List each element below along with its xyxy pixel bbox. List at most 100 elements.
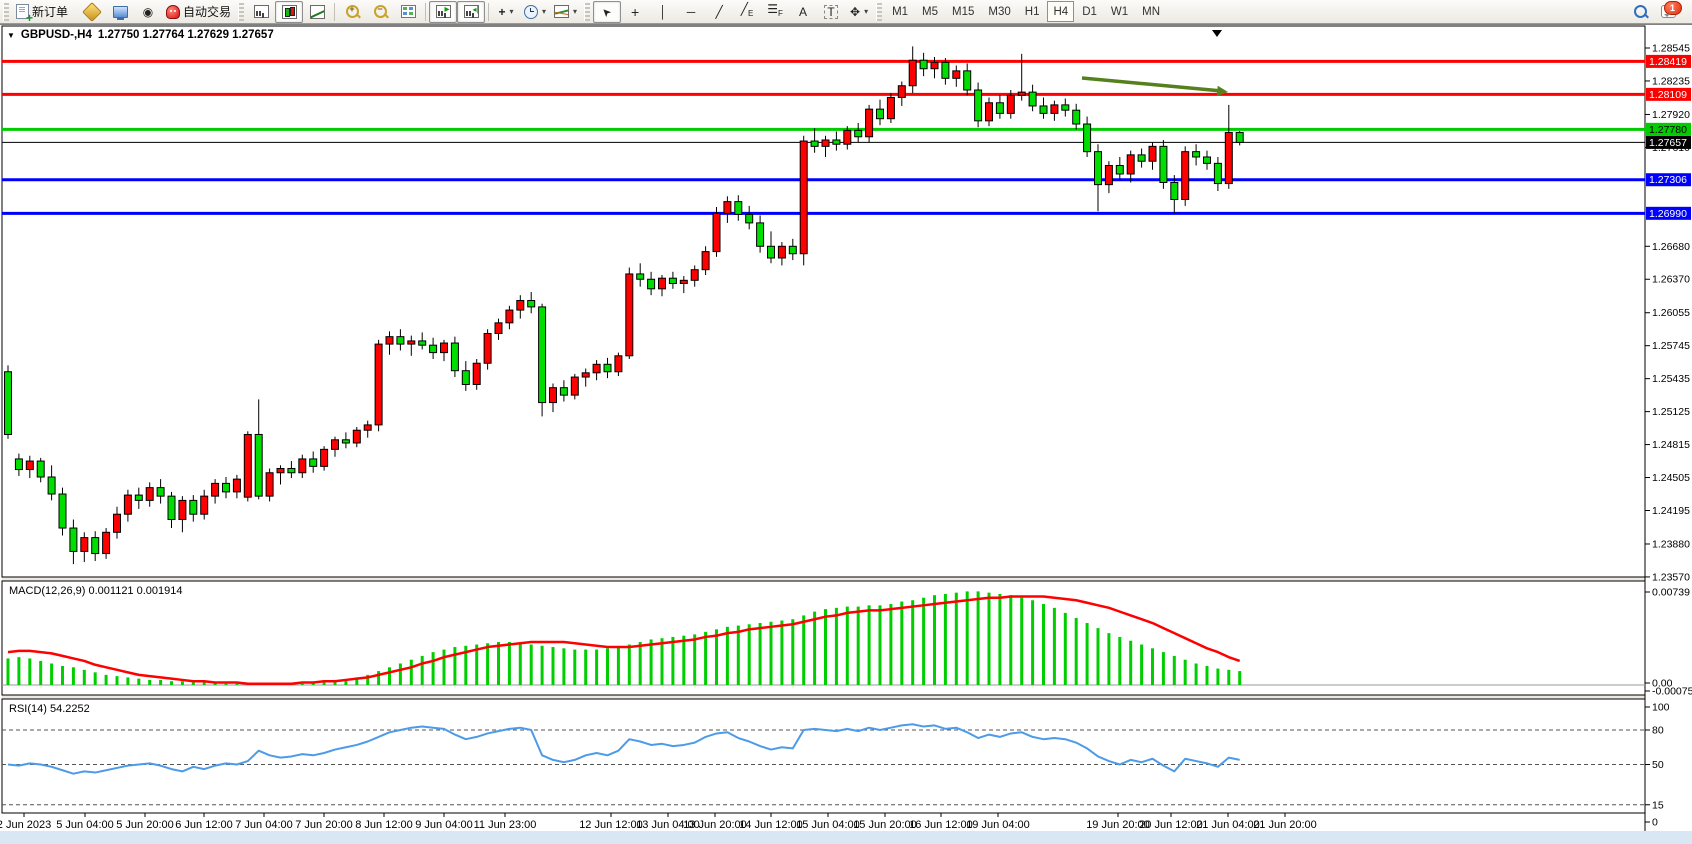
time-axis[interactable]: 2 Jun 2023 5 Jun 04:00 5 Jun 20:00 6 Jun 12… [0, 813, 1317, 831]
svg-text:15: 15 [1652, 799, 1664, 811]
indicators-button[interactable]: + ▾ [492, 1, 520, 23]
candlestick-series[interactable] [4, 46, 1244, 565]
chart-shift-marker[interactable] [1212, 30, 1222, 37]
tile-windows-button[interactable] [394, 1, 422, 23]
chart-shift-icon [463, 5, 479, 18]
mql-market-button[interactable] [78, 1, 106, 23]
macd-label: MACD(12,26,9) 0.001121 0.001914 [9, 585, 183, 597]
crosshair-button[interactable]: + [621, 1, 649, 23]
toolbar-grip[interactable] [876, 2, 883, 21]
text-icon: A [799, 4, 808, 19]
svg-text:13 Jun 20:00: 13 Jun 20:00 [683, 819, 747, 831]
vertical-line-button[interactable]: │ [649, 1, 677, 23]
chart-ohlc-values: 1.27750 1.27764 1.27629 1.27657 [97, 29, 274, 41]
svg-text:1.26055: 1.26055 [1652, 307, 1690, 319]
svg-text:50: 50 [1652, 759, 1664, 771]
zoom-out-icon: − [373, 4, 387, 18]
text-label-icon: T [824, 4, 838, 19]
chart-expand-icon[interactable]: ▼ [7, 30, 15, 40]
equidistant-channel-button[interactable]: ╱ [733, 1, 761, 23]
svg-text:13 Jun 04:00: 13 Jun 04:00 [636, 819, 700, 831]
svg-text:2 Jun 2023: 2 Jun 2023 [0, 819, 51, 831]
svg-text:1.26990: 1.26990 [1649, 208, 1687, 220]
svg-text:1.24815: 1.24815 [1652, 439, 1690, 451]
search-button[interactable] [1626, 1, 1654, 23]
tile-windows-icon [400, 5, 416, 18]
svg-text:7 Jun 04:00: 7 Jun 04:00 [235, 819, 293, 831]
macd-main-value: 0.001121 [88, 585, 134, 597]
dropdown-arrow-icon: ▾ [542, 7, 547, 16]
svg-text:0: 0 [1652, 817, 1658, 829]
zoom-in-icon: + [345, 4, 359, 18]
vertical-line-icon: │ [659, 4, 667, 19]
line-chart-button[interactable] [303, 1, 331, 23]
dropdown-arrow-icon: ▾ [573, 7, 578, 16]
zoom-in-button[interactable]: + [338, 1, 366, 23]
timeframe-d1[interactable]: D1 [1082, 5, 1097, 18]
bar-chart-icon [253, 5, 269, 18]
terminal-button[interactable] [106, 1, 134, 23]
toolbar-grip[interactable] [3, 2, 9, 21]
line-chart-icon [309, 4, 325, 19]
trend-arrow-annotation[interactable] [1081, 76, 1228, 97]
templates-icon [554, 5, 570, 18]
svg-text:1.28419: 1.28419 [1649, 56, 1687, 68]
timeframe-m1[interactable]: M1 [892, 5, 909, 18]
timeframe-h1[interactable]: H1 [1024, 5, 1040, 18]
trendline-button[interactable]: ╱ [705, 1, 733, 23]
text-label-button[interactable]: T [817, 1, 845, 23]
svg-text:80: 80 [1652, 725, 1664, 737]
templates-button[interactable]: ▾ [550, 1, 581, 23]
svg-text:1.27920: 1.27920 [1652, 109, 1690, 121]
main-toolbar: 新订单 ◉ 自动交易 + − + ▾ ▾ ▾ ➤ + │ ─ ╱ ╱ ☰ A T [0, 0, 1692, 24]
price-axis[interactable]: 1.285451.282351.279201.276101.266801.263… [1645, 43, 1690, 584]
cursor-button[interactable]: ➤ [593, 0, 622, 23]
svg-text:1.25125: 1.25125 [1652, 406, 1690, 418]
timeframe-w1[interactable]: W1 [1110, 5, 1129, 18]
terminal-icon [112, 5, 128, 20]
rsi-indicator[interactable]: 100 80 50 15 0 [2, 702, 1670, 829]
signals-icon: ◉ [142, 4, 154, 19]
zoom-out-button[interactable]: − [366, 1, 394, 23]
periods-button[interactable]: ▾ [520, 1, 550, 23]
horizontal-line-button[interactable]: ─ [677, 1, 705, 23]
new-order-button[interactable]: 新订单 [12, 1, 72, 23]
rsi-label: RSI(14) 54.2252 [9, 703, 90, 715]
auto-scroll-button[interactable] [429, 0, 458, 23]
svg-text:1.27306: 1.27306 [1649, 174, 1687, 186]
macd-signal-value: 0.001914 [136, 585, 183, 597]
chart-shift-button[interactable] [457, 0, 486, 23]
notifications-button[interactable]: 1 [1654, 1, 1682, 23]
text-button[interactable]: A [789, 1, 817, 23]
signals-button[interactable]: ◉ [134, 1, 162, 23]
svg-text:1.28545: 1.28545 [1652, 43, 1690, 55]
svg-text:100: 100 [1652, 702, 1670, 714]
auto-trading-button[interactable]: 自动交易 [162, 1, 235, 23]
svg-text:1.28109: 1.28109 [1649, 89, 1687, 101]
svg-text:6 Jun 12:00: 6 Jun 12:00 [175, 819, 233, 831]
timeframe-mn[interactable]: MN [1142, 5, 1161, 18]
dropdown-arrow-icon: ▾ [864, 7, 869, 16]
toolbar-grip[interactable] [584, 2, 591, 21]
svg-text:19 Jun 04:00: 19 Jun 04:00 [966, 819, 1030, 831]
timeframe-h4[interactable]: H4 [1047, 1, 1075, 22]
svg-text:0.00739: 0.00739 [1652, 587, 1690, 599]
svg-text:5 Jun 04:00: 5 Jun 04:00 [56, 819, 114, 831]
bar-chart-button[interactable] [247, 1, 275, 23]
svg-text:1.27657: 1.27657 [1649, 137, 1687, 149]
timeframe-m5[interactable]: M5 [922, 5, 939, 18]
new-order-icon [16, 4, 33, 23]
toolbar-grip[interactable] [238, 2, 245, 21]
arrows-button[interactable]: ✥ ▾ [845, 1, 873, 23]
timeframe-toolbar: M1 M5 M15 M30 H1 H4 D1 W1 MN [885, 1, 1167, 22]
timeframe-m15[interactable]: M15 [952, 5, 975, 18]
svg-text:12 Jun 12:00: 12 Jun 12:00 [579, 819, 643, 831]
candlestick-chart-button[interactable] [275, 0, 304, 23]
fibonacci-icon: ☰ [767, 3, 783, 20]
timeframe-m30[interactable]: M30 [988, 5, 1011, 18]
auto-scroll-icon [435, 4, 451, 18]
fibonacci-button[interactable]: ☰ [761, 1, 789, 23]
